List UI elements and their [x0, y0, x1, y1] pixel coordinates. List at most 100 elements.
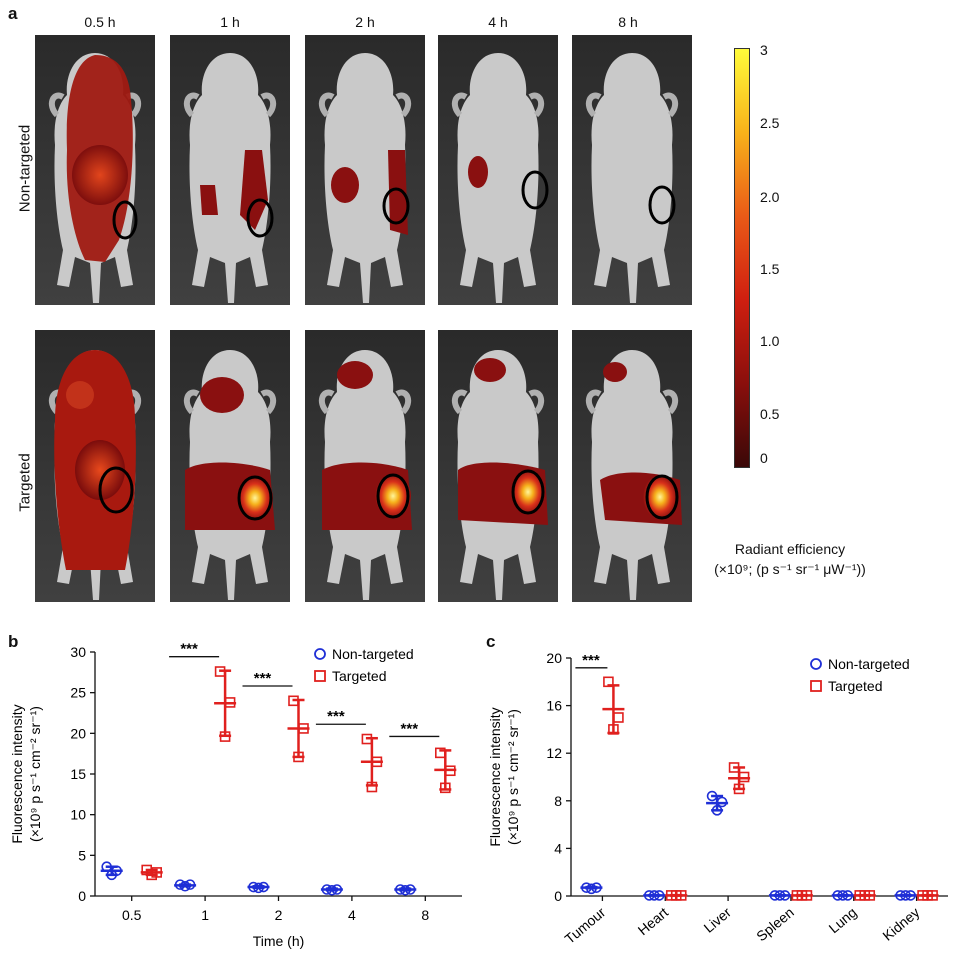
data-point-non-targeted	[774, 890, 786, 901]
data-point-non-targeted	[716, 796, 728, 808]
data-point-non-targeted	[895, 890, 906, 901]
data-point-targeted	[864, 890, 876, 901]
legend-marker-non-targeted	[314, 648, 326, 660]
data-point-non-targeted	[779, 890, 791, 901]
time-label-8h: 8 h	[618, 14, 638, 30]
legend-marker-non-targeted	[810, 658, 822, 670]
panel-c-letter: c	[486, 632, 496, 651]
colorbar-tick: 2.5	[760, 115, 780, 131]
data-point-targeted	[366, 781, 378, 793]
data-point-non-targeted	[101, 861, 112, 873]
data-point-targeted	[439, 782, 451, 794]
mouse-nt-4h	[455, 53, 549, 303]
y-tick-label: 15	[70, 766, 86, 782]
colorbar-caption-title: Radiant efficiency	[734, 541, 846, 557]
data-point-non-targeted	[769, 890, 781, 901]
data-point-targeted	[298, 723, 309, 734]
data-point-targeted	[371, 756, 383, 768]
data-point-non-targeted	[586, 883, 597, 895]
chart-b: 0 5 10 15 20 25 30 0.5 1 2 4 8 Fluorescence intensit…	[9, 641, 462, 949]
legend-label-non-targeted: Non-targeted	[332, 646, 414, 662]
data-point-non-targeted	[253, 882, 264, 894]
y-tick-label: 10	[70, 807, 86, 823]
colorbar-caption-units: (×10⁹; (p s⁻¹ sr⁻¹ μW⁻¹))	[714, 561, 866, 577]
data-point-non-targeted	[184, 879, 196, 890]
mouse-t-2h	[322, 350, 412, 600]
significance-label: ***	[180, 641, 198, 658]
legend-marker-targeted	[314, 670, 326, 682]
data-point-targeted	[613, 712, 624, 723]
panel-b-letter: b	[8, 632, 19, 651]
time-label-2h: 2 h	[355, 14, 375, 30]
x-tick-label: Lung	[826, 904, 860, 936]
data-point-targeted	[603, 676, 614, 688]
data-point-targeted	[608, 724, 619, 735]
data-point-non-targeted	[404, 884, 416, 895]
data-point-targeted	[224, 697, 236, 708]
time-label-4h: 4 h	[488, 14, 508, 30]
data-point-non-targeted	[248, 881, 259, 893]
data-point-targeted	[288, 695, 299, 707]
data-point-non-targeted	[653, 890, 665, 901]
data-point-non-targeted	[331, 884, 343, 895]
colorbar-tick: 0	[760, 450, 768, 466]
y-axis-label: Fluorescence intensity	[487, 707, 503, 846]
data-point-targeted	[927, 890, 938, 901]
y-axis-label-units: (×10⁹ p s⁻¹ cm⁻² sr⁻¹)	[505, 709, 521, 845]
mouse-t-0-5h	[52, 350, 138, 600]
y-tick-label: 20	[546, 650, 562, 666]
time-label-0-5h: 0.5 h	[84, 14, 116, 30]
mouse-image-grid	[35, 35, 692, 602]
legend-marker-targeted	[810, 680, 822, 692]
data-point-non-targeted	[179, 880, 191, 892]
data-point-targeted	[293, 751, 304, 763]
data-point-targeted	[219, 731, 231, 742]
data-point-targeted	[444, 765, 456, 777]
data-point-non-targeted	[591, 882, 602, 893]
mouse-nt-0-5h	[52, 53, 138, 303]
y-tick-label: 30	[70, 644, 86, 660]
data-point-targeted	[675, 890, 687, 901]
data-point-targeted	[733, 783, 745, 795]
y-tick-label: 0	[554, 888, 562, 904]
data-point-non-targeted	[643, 890, 655, 901]
y-tick-label: 20	[70, 725, 86, 741]
x-tick-label: Spleen	[753, 904, 797, 944]
data-point-targeted	[361, 733, 373, 745]
x-tick-label: Liver	[700, 904, 734, 936]
mouse-nt-1h	[187, 53, 273, 303]
mouse-nt-2h	[322, 53, 408, 303]
data-point-non-targeted	[581, 882, 592, 893]
panel-a-letter: a	[8, 4, 18, 23]
x-tick-label: Kidney	[879, 904, 922, 944]
chart-c: 0 4 8 12 16 20 Tumour Heart Liver Spleen Lung Kidne…	[487, 650, 948, 947]
y-axis-label-units: (×10⁹ p s⁻¹ cm⁻² sr⁻¹)	[27, 706, 43, 842]
colorbar-tick: 0.5	[760, 406, 780, 422]
x-tick-label: 1	[201, 907, 209, 923]
x-tick-label: 8	[421, 907, 429, 923]
data-point-non-targeted	[900, 890, 911, 901]
colorbar-tick: 1.5	[760, 261, 780, 277]
data-point-non-targeted	[321, 884, 333, 895]
data-point-non-targeted	[837, 890, 849, 901]
data-point-targeted	[728, 762, 740, 773]
mouse-nt-8h	[589, 53, 675, 303]
data-point-targeted	[434, 747, 446, 759]
y-tick-label: 16	[546, 698, 562, 714]
data-point-non-targeted	[711, 805, 723, 816]
data-point-non-targeted	[174, 879, 186, 890]
data-point-non-targeted	[111, 865, 122, 877]
y-axis-label: Fluorescence intensity	[9, 704, 25, 843]
data-point-targeted	[801, 890, 813, 901]
colorbar	[734, 48, 750, 468]
data-point-non-targeted	[842, 890, 854, 901]
data-point-non-targeted	[399, 885, 411, 896]
time-label-1h: 1 h	[220, 14, 240, 30]
mouse-t-8h	[589, 350, 682, 600]
data-point-non-targeted	[706, 790, 718, 802]
data-point-non-targeted	[258, 881, 269, 893]
data-point-non-targeted	[905, 890, 916, 901]
legend-label-targeted: Targeted	[332, 668, 386, 684]
x-tick-label: 2	[275, 907, 283, 923]
colorbar-tick: 3	[760, 42, 768, 58]
